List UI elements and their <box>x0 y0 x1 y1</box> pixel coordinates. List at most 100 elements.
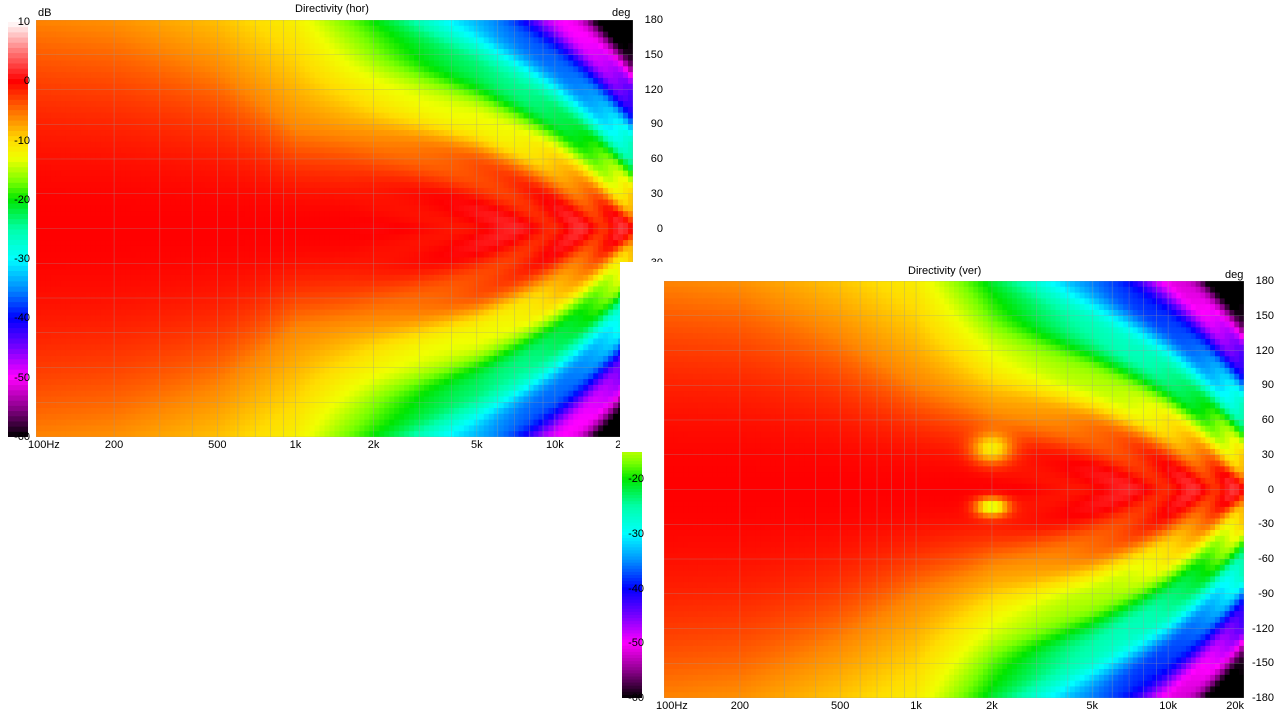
heatmap-cell <box>120 222 127 230</box>
heatmap-cell <box>185 48 191 56</box>
heatmap-cell <box>200 396 206 403</box>
heatmap-cell <box>264 240 271 247</box>
heatmap-cell <box>125 321 132 328</box>
heatmap-cell <box>349 245 355 253</box>
heatmap-cell <box>145 228 152 235</box>
heatmap-cell <box>364 31 370 38</box>
heatmap-cell <box>65 373 72 380</box>
heatmap-cell <box>324 25 331 33</box>
heatmap-cell <box>185 89 191 96</box>
heatmap-cell <box>349 48 355 56</box>
heatmap-cell <box>364 396 370 403</box>
colorbar-swatch <box>8 348 28 355</box>
heatmap-cell <box>274 344 281 351</box>
heatmap-cell <box>170 20 176 27</box>
heatmap-cell <box>105 20 112 27</box>
heatmap-cell <box>125 37 132 44</box>
heatmap-cell <box>269 245 276 253</box>
heatmap-cell <box>75 89 82 96</box>
heatmap-cell <box>185 309 191 316</box>
heatmap-cell <box>339 106 346 114</box>
heatmap-cell <box>105 280 112 288</box>
heatmap-cell <box>220 408 226 415</box>
heatmap-cell <box>354 77 360 85</box>
heatmap-cell <box>304 147 311 154</box>
heatmap-cell <box>314 164 321 172</box>
heatmap-cell <box>304 274 311 282</box>
heatmap-cell <box>304 20 311 27</box>
heatmap-cell <box>60 419 67 427</box>
heatmap-cell <box>264 66 271 73</box>
heatmap-cell <box>45 118 52 125</box>
heatmap-cell <box>170 326 176 334</box>
heatmap-cell <box>215 130 221 137</box>
heatmap-cell <box>309 269 316 276</box>
heatmap-cell <box>205 419 211 427</box>
heatmap-cell <box>309 77 316 85</box>
heatmap-cell <box>269 355 276 363</box>
heatmap-cell <box>125 228 132 235</box>
heatmap-cell <box>95 315 102 322</box>
heatmap-cell <box>120 355 127 363</box>
heatmap-cell <box>264 159 271 166</box>
heatmap-cell <box>205 245 211 253</box>
heatmap-cell <box>314 124 321 131</box>
heatmap-cell <box>304 338 311 345</box>
heatmap-cell <box>75 413 82 421</box>
heatmap-cell <box>299 350 306 357</box>
heatmap-cell <box>190 164 196 172</box>
heatmap-cell <box>95 326 102 334</box>
heatmap-cell <box>200 60 206 67</box>
heatmap-cell <box>140 321 147 328</box>
heatmap-cell <box>140 130 147 137</box>
heatmap-cell <box>75 298 82 305</box>
heatmap-cell <box>170 269 176 276</box>
heatmap-cell <box>304 31 311 38</box>
heatmap-cell <box>309 413 316 421</box>
heatmap-cell <box>65 205 72 212</box>
heatmap-cell <box>155 274 161 282</box>
heatmap-cell <box>200 54 206 62</box>
heatmap-cell <box>135 431 142 437</box>
heatmap-cell <box>125 106 132 114</box>
heatmap-cell <box>50 216 57 224</box>
heatmap-cell <box>150 147 156 154</box>
heatmap-cell <box>190 89 196 96</box>
heatmap-cell <box>140 159 147 166</box>
heatmap-cell <box>304 211 311 218</box>
heatmap-cell <box>205 95 211 102</box>
heatmap-cell <box>105 431 112 437</box>
heatmap-cell <box>244 211 251 218</box>
heatmap-cell <box>150 338 156 345</box>
heatmap-cell <box>55 234 62 241</box>
heatmap-cell <box>309 425 316 432</box>
heatmap-cell <box>289 147 296 154</box>
heatmap-cell <box>105 315 112 322</box>
heatmap-cell <box>225 31 231 38</box>
heatmap-cell <box>65 130 72 137</box>
heatmap-cell <box>314 205 321 212</box>
heatmap-cell <box>55 413 62 421</box>
heatmap-cell <box>100 251 107 259</box>
heatmap-cell <box>95 153 102 160</box>
heatmap-cell <box>110 101 117 108</box>
heatmap-cell <box>36 48 42 56</box>
heatmap-cell <box>36 228 42 235</box>
heatmap-cell <box>140 66 147 73</box>
heatmap-cell <box>244 147 251 154</box>
heatmap-cell <box>145 408 152 415</box>
heatmap-cell <box>329 425 336 432</box>
heatmap-cell <box>284 228 291 235</box>
heatmap-cell <box>344 147 351 154</box>
heatmap-cell <box>239 344 246 351</box>
heatmap-cell <box>130 425 137 432</box>
heatmap-cell <box>309 187 316 195</box>
heatmap-cell <box>220 367 226 374</box>
heatmap-cell <box>369 286 375 293</box>
heatmap-cell <box>364 384 370 392</box>
heatmap-cell <box>36 274 42 282</box>
heatmap-cell <box>95 124 102 131</box>
heatmap-cell <box>299 344 306 351</box>
heatmap-cell <box>205 20 211 27</box>
heatmap-cell <box>249 269 256 276</box>
